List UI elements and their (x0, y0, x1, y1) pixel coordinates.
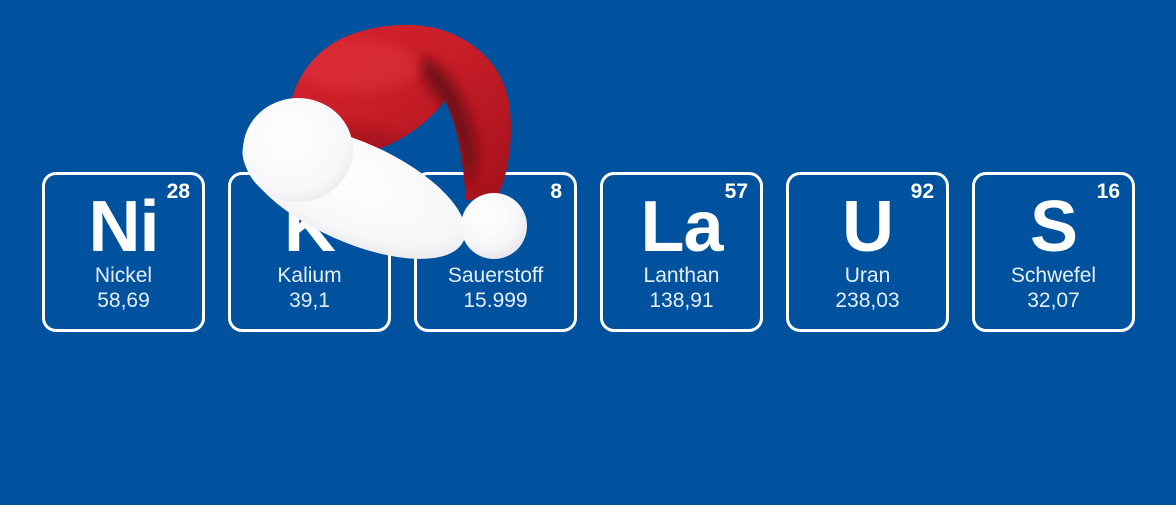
atomic-number: 16 (1096, 180, 1120, 203)
atomic-mass: 39,1 (289, 289, 330, 312)
element-name: Nickel (94, 264, 153, 287)
element-tile-sauerstoff: 8 Sauerstoff 15.999 (414, 172, 577, 332)
element-tile-uran: 92 U Uran 238,03 (786, 172, 949, 332)
element-tile-lanthan: 57 La Lanthan 138,91 (600, 172, 763, 332)
element-symbol: La (640, 187, 723, 267)
atomic-mass: 58,69 (97, 289, 150, 312)
element-tile-schwefel: 16 S Schwefel 32,07 (972, 172, 1135, 332)
element-symbol: S (1029, 187, 1078, 267)
atomic-number: 57 (724, 180, 748, 203)
element-name: Kalium (277, 264, 342, 287)
element-tile-kalium: K Kalium 39,1 (228, 172, 391, 332)
element-symbol: K (284, 187, 336, 267)
element-symbol: U (842, 187, 894, 267)
element-tile-nickel: 28 Ni Nickel 58,69 (42, 172, 205, 332)
atomic-mass: 15.999 (463, 289, 528, 312)
atomic-number: 92 (910, 180, 934, 203)
atomic-mass: 138,91 (649, 289, 714, 312)
element-symbol: Ni (88, 187, 160, 267)
atomic-number: 8 (550, 180, 562, 203)
element-name: Sauerstoff (447, 264, 544, 287)
atomic-number: 28 (166, 180, 190, 203)
element-name: Lanthan (643, 264, 720, 287)
atomic-mass: 238,03 (835, 289, 900, 312)
element-tiles-row: 28 Ni Nickel 58,69 K Kalium 39,1 8 Sauer… (42, 172, 1135, 332)
atomic-mass: 32,07 (1027, 289, 1080, 312)
element-name: Schwefel (1010, 264, 1097, 287)
element-name: Uran (844, 264, 891, 287)
